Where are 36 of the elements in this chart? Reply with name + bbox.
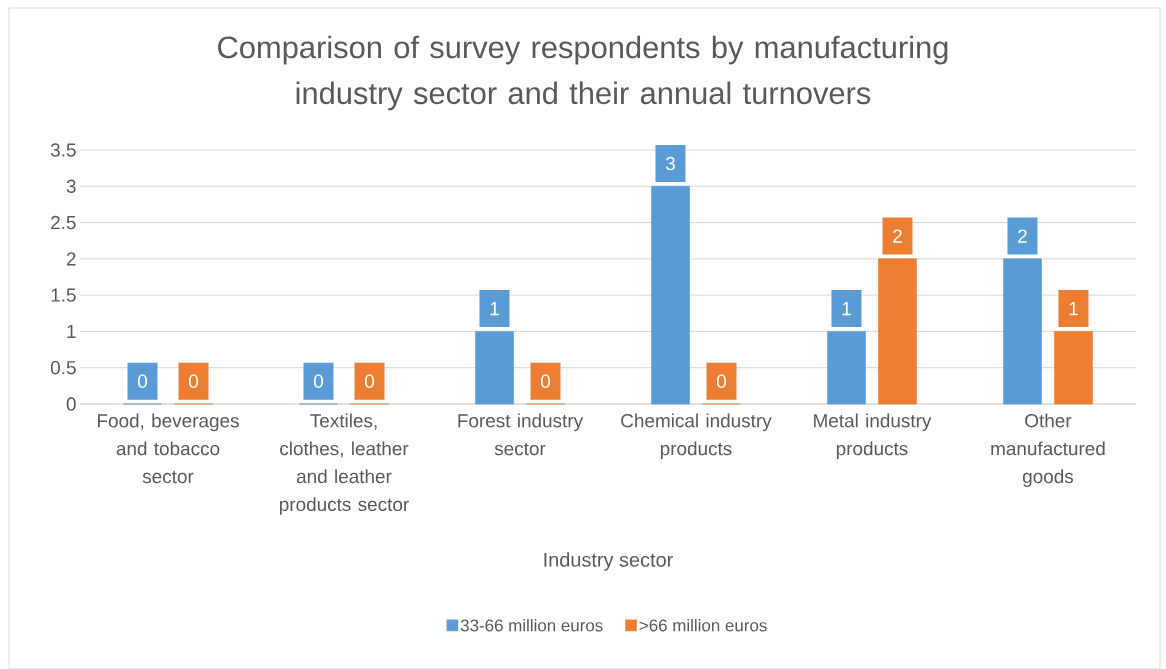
bar [1054, 331, 1093, 405]
data-label: 0 [540, 374, 551, 388]
data-label: 0 [137, 374, 148, 388]
data-label: 2 [1018, 229, 1027, 243]
x-tick-label: Other manufactured goods [991, 413, 1105, 487]
y-tick-label: 1.5 [51, 288, 76, 302]
x-tick-label: Food, beverages and tobacco sector [98, 413, 239, 484]
data-label: 0 [364, 374, 375, 388]
x-tick-label: Forest industry sector [458, 413, 584, 456]
x-tick-label: Metal industry products [814, 413, 932, 460]
y-tick-label: 0.5 [50, 361, 76, 375]
chart-title: Comparison of survey respondents by manufacturing industry sector and their annual turnovers [218, 35, 948, 111]
y-tick-label: 0 [66, 397, 76, 411]
y-tick-label: 3 [66, 179, 76, 193]
data-label: 1 [1069, 302, 1078, 316]
data-label: 0 [188, 374, 199, 388]
bar [1003, 258, 1042, 405]
data-label: 2 [893, 229, 902, 243]
x-axis-title: Industry sector [544, 552, 673, 571]
y-tick-label: 2 [66, 252, 76, 266]
data-label: 0 [716, 374, 726, 388]
x-tick-label: Chemical industry products [621, 413, 772, 460]
bar [878, 258, 917, 405]
bar [651, 185, 690, 405]
data-label: 1 [490, 302, 499, 316]
x-tick-label: Textiles, clothes, leather and leather products sector [279, 413, 409, 515]
y-tick-label: 2.5 [51, 215, 76, 230]
data-label: 0 [313, 374, 324, 388]
legend-label: 33-66 million euros [460, 619, 603, 632]
bar [827, 331, 866, 405]
bar [475, 331, 514, 405]
y-tick-label: 1 [67, 324, 76, 338]
legend-label: >66 million euros [639, 619, 767, 632]
data-label: 3 [665, 156, 675, 171]
data-label: 1 [842, 302, 851, 316]
y-tick-label: 3.5 [50, 143, 76, 157]
